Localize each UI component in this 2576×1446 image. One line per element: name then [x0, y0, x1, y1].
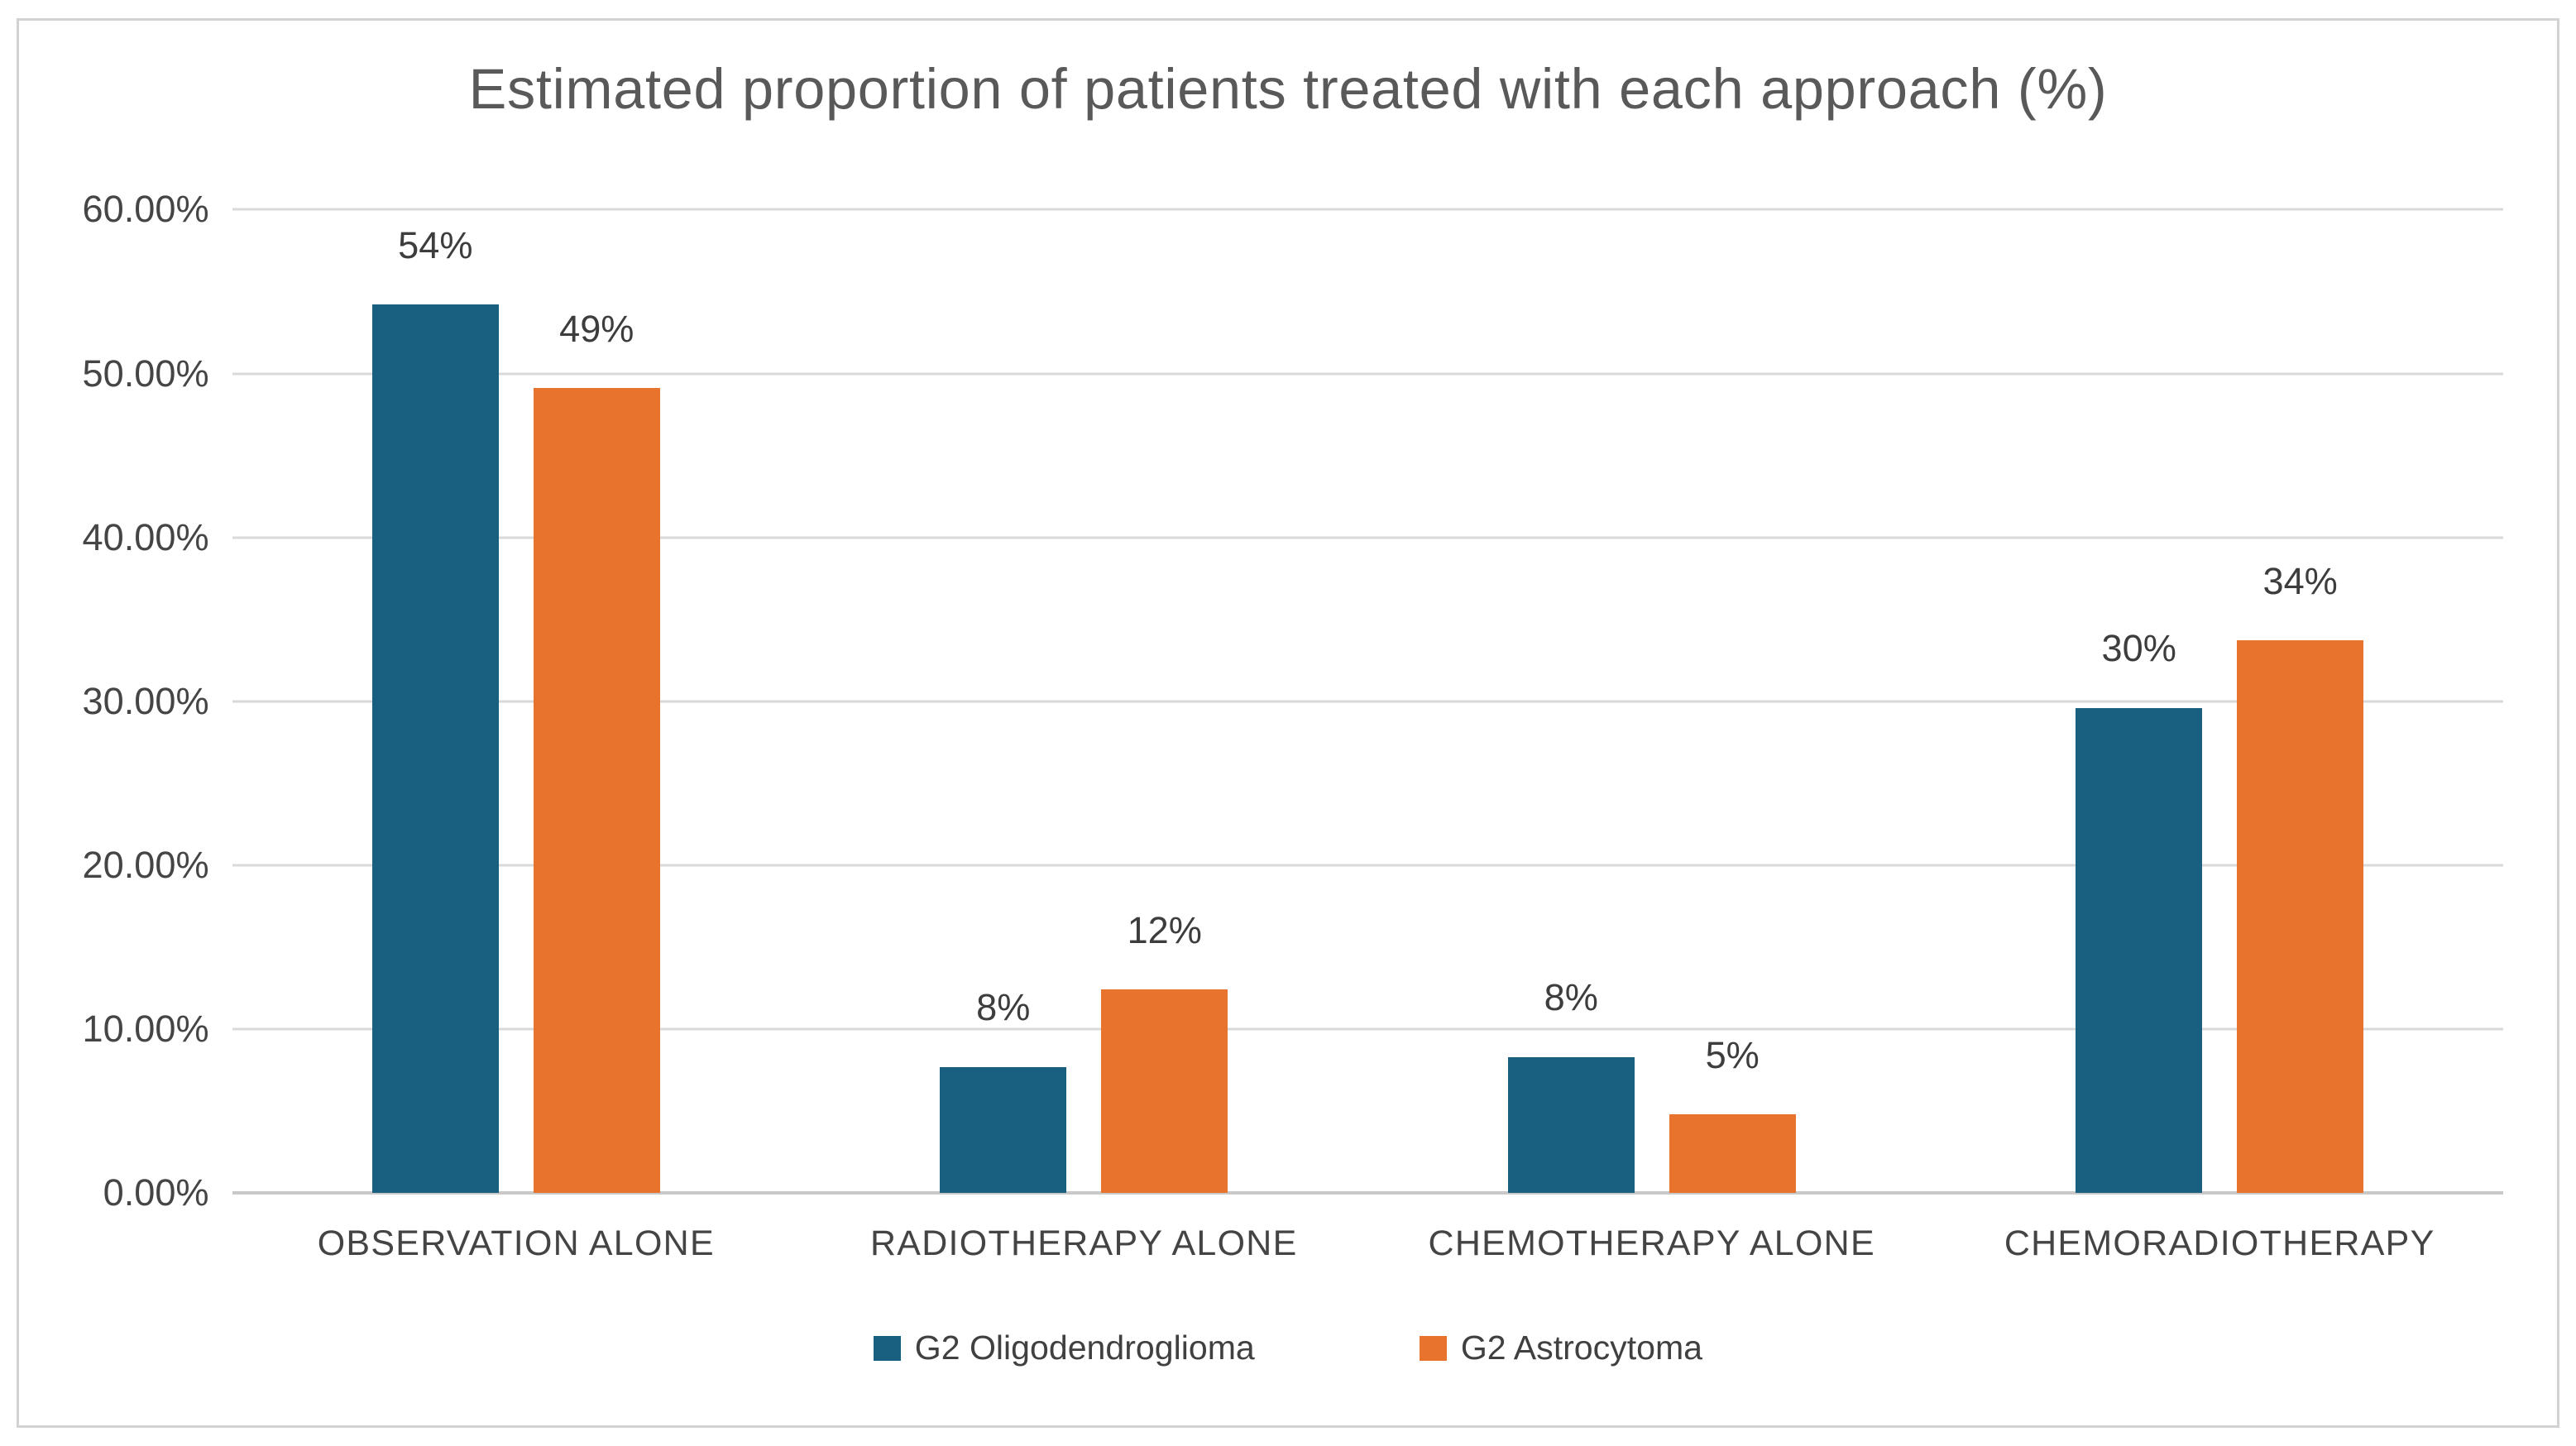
data-label-g2-oligodendroglioma-radiotherapy-alone: 8%: [976, 986, 1031, 1029]
bar-g2-astrocytoma-radiotherapy-alone: [1101, 989, 1228, 1194]
legend: G2 Oligodendroglioma G2 Astrocytoma: [0, 1329, 2575, 1367]
legend-entry-g2-astrocytoma: G2 Astrocytoma: [1420, 1329, 1702, 1367]
gridline-20: [232, 864, 2504, 867]
bar-column-g2-oligodendroglioma-radiotherapy-alone: 8%: [940, 209, 1067, 1194]
category-label-chemoradiotherapy: CHEMORADIOTHERAPY: [2004, 1223, 2435, 1263]
bar-g2-oligodendroglioma-radiotherapy-alone: [940, 1066, 1067, 1194]
bar-g2-astrocytoma-chemotherapy-alone: [1669, 1114, 1796, 1194]
bar-column-g2-astrocytoma-observation-alone: 49%: [533, 209, 660, 1194]
data-label-g2-astrocytoma-chemotherapy-alone: 5%: [1705, 1033, 1760, 1076]
bar-g2-oligodendroglioma-chemotherapy-alone: [1507, 1056, 1635, 1194]
x-axis-category-labels: OBSERVATION ALONE RADIOTHERAPY ALONE CHEMO…: [232, 1223, 2504, 1264]
data-label-g2-oligodendroglioma-chemoradiotherapy: 30%: [2101, 627, 2176, 670]
gridline-40: [232, 536, 2504, 539]
legend-entry-g2-oligodendroglioma: G2 Oligodendroglioma: [873, 1329, 1255, 1367]
bar-column-g2-oligodendroglioma-observation-alone: 54%: [371, 209, 499, 1194]
legend-swatch-icon: [873, 1335, 901, 1362]
bar-group-radiotherapy-alone: 8% 12%: [800, 209, 1367, 1194]
data-label-g2-oligodendroglioma-observation-alone: 54%: [398, 223, 473, 266]
legend-label: G2 Oligodendroglioma: [914, 1329, 1255, 1367]
y-axis-tick-label: 60.00%: [82, 188, 209, 231]
y-axis-tick-label: 10.00%: [82, 1007, 209, 1050]
y-axis: 0.00% 10.00% 20.00% 30.00% 40.00% 50.00% 60.00…: [0, 188, 209, 1214]
bar-g2-astrocytoma-observation-alone: [533, 388, 660, 1194]
bar-column-g2-oligodendroglioma-chemoradiotherapy: 30%: [2076, 209, 2203, 1194]
legend-swatch-icon: [1420, 1335, 1447, 1362]
plot-area: 54% 49% 8% 12% 8% 5% 30% 34%: [232, 208, 2504, 1195]
y-axis-tick-label: 30.00%: [82, 679, 209, 722]
gridline-10: [232, 1027, 2504, 1031]
y-axis-tick-label: 20.00%: [82, 843, 209, 886]
category-label-radiotherapy-alone: RADIOTHERAPY ALONE: [870, 1223, 1298, 1263]
bar-group-observation-alone: 54% 49%: [232, 209, 800, 1194]
bar-groups: 54% 49% 8% 12% 8% 5% 30% 34%: [232, 209, 2504, 1194]
legend-label: G2 Astrocytoma: [1460, 1329, 1703, 1367]
data-label-g2-oligodendroglioma-chemotherapy-alone: 8%: [1544, 976, 1598, 1019]
bar-column-g2-oligodendroglioma-chemotherapy-alone: 8%: [1507, 209, 1635, 1194]
gridline-30: [232, 700, 2504, 703]
bar-g2-astrocytoma-chemoradiotherapy: [2237, 640, 2364, 1194]
bar-column-g2-astrocytoma-radiotherapy-alone: 12%: [1101, 209, 1228, 1194]
bar-column-g2-astrocytoma-chemotherapy-alone: 5%: [1669, 209, 1796, 1194]
y-axis-tick-label: 0.00%: [103, 1171, 209, 1214]
bar-column-g2-astrocytoma-chemoradiotherapy: 34%: [2237, 209, 2364, 1194]
bar-g2-oligodendroglioma-chemoradiotherapy: [2076, 707, 2203, 1194]
data-label-g2-astrocytoma-observation-alone: 49%: [559, 307, 634, 350]
gridline-60: [232, 208, 2504, 211]
y-axis-tick-label: 50.00%: [82, 352, 209, 395]
x-axis-line: [232, 1191, 2504, 1195]
data-label-g2-astrocytoma-chemoradiotherapy: 34%: [2262, 560, 2338, 603]
gridline-50: [232, 372, 2504, 376]
data-label-g2-astrocytoma-radiotherapy-alone: 12%: [1127, 909, 1202, 951]
category-label-chemotherapy-alone: CHEMOTHERAPY ALONE: [1428, 1223, 1875, 1263]
bar-group-chemotherapy-alone: 8% 5%: [1367, 209, 1935, 1194]
bar-g2-oligodendroglioma-observation-alone: [371, 304, 499, 1194]
category-label-observation-alone: OBSERVATION ALONE: [317, 1223, 715, 1263]
chart-title: Estimated proportion of patients treated…: [468, 57, 2108, 122]
bar-group-chemoradiotherapy: 30% 34%: [1936, 209, 2503, 1194]
y-axis-tick-label: 40.00%: [82, 515, 209, 558]
